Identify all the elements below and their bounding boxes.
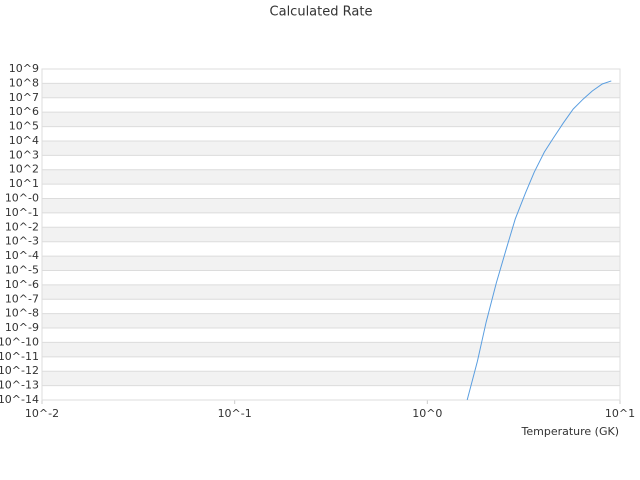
y-tick-label: 10^-14 <box>0 393 39 406</box>
y-tick-label: 10^-7 <box>5 292 39 305</box>
y-tick-label: 10^6 <box>9 105 39 118</box>
y-tick-label: 10^-0 <box>5 192 39 205</box>
grid-band <box>42 342 620 357</box>
plot-frame <box>41 68 621 401</box>
y-tick-label: 10^-1 <box>5 206 39 219</box>
y-tick-label: 10^-2 <box>5 220 39 233</box>
plot-area <box>466 80 612 400</box>
y-tick-label: 10^5 <box>9 120 39 133</box>
x-axis-label: Temperature (GK) <box>521 425 620 438</box>
y-tick-label: 10^-3 <box>5 235 39 248</box>
y-tick-label: 10^-12 <box>0 364 39 377</box>
grid-band <box>42 140 620 156</box>
y-tick-label: 10^-5 <box>5 263 39 276</box>
y-tick-label: 10^-8 <box>5 307 39 320</box>
y-tick-label: 10^-11 <box>0 350 39 363</box>
x-tick-label: 10^0 <box>412 407 442 420</box>
chart-title: Calculated Rate <box>270 5 373 20</box>
data-line <box>466 80 612 400</box>
grid-band <box>42 371 620 386</box>
grid-band <box>42 169 620 185</box>
y-tick-label: 10^4 <box>9 134 39 147</box>
y-tick-label: 10^7 <box>9 91 39 104</box>
grid-band <box>42 256 620 271</box>
y-tick-label: 10^-9 <box>5 321 39 334</box>
x-tick-label: 10^1 <box>605 407 635 420</box>
x-tick-label: 10^-1 <box>218 407 252 420</box>
grid-band <box>42 313 620 329</box>
x-tick-label: 10^-2 <box>25 407 59 420</box>
y-tick-label: 10^3 <box>9 148 39 161</box>
grid-band <box>42 284 620 300</box>
y-tick-label: 10^9 <box>9 62 39 75</box>
y-tick-label: 10^1 <box>9 177 39 190</box>
y-tick-label: 10^-10 <box>0 335 39 348</box>
grid-band <box>42 198 620 213</box>
grid-band <box>42 83 620 98</box>
y-tick-label: 10^2 <box>9 163 39 176</box>
grid-band <box>42 112 620 127</box>
grid-band <box>42 227 620 242</box>
y-tick-label: 10^-4 <box>5 249 39 262</box>
y-tick-label: 10^8 <box>9 76 39 89</box>
y-tick-label: 10^-6 <box>5 278 39 291</box>
y-tick-label: 10^-13 <box>0 379 39 392</box>
